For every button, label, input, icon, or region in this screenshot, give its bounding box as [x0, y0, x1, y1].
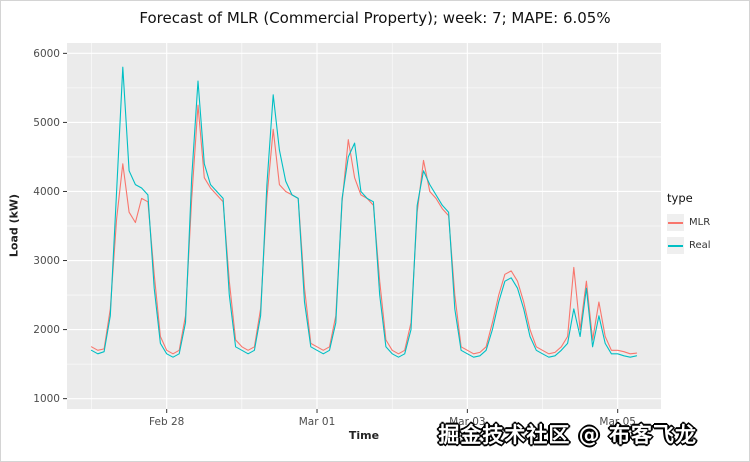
svg-text:Mar 01: Mar 01 — [299, 416, 336, 428]
legend: type MLR Real — [667, 191, 749, 260]
svg-text:Mar 05: Mar 05 — [599, 416, 636, 428]
svg-text:2000: 2000 — [33, 324, 60, 336]
svg-text:3000: 3000 — [33, 255, 60, 267]
svg-text:Mar 03: Mar 03 — [449, 416, 486, 428]
legend-entry-label: MLR — [689, 217, 711, 228]
chart-canvas: 1000 2000 3000 4000 5000 6000 Feb 28 Mar 01 Mar … — [33, 43, 661, 428]
legend-key-line — [668, 221, 683, 224]
watermark: 掘金技术社区 @ 布客飞龙 — [438, 423, 697, 447]
svg-text:6000: 6000 — [33, 48, 60, 60]
svg-text:5000: 5000 — [33, 117, 60, 129]
svg-text:1000: 1000 — [33, 393, 60, 405]
x-axis-label: Time — [348, 429, 380, 442]
chart-title: Forecast of MLR (Commercial Property); w… — [139, 9, 611, 27]
svg-text:Feb 28: Feb 28 — [149, 416, 184, 428]
legend-entry-real: Real — [667, 237, 749, 254]
legend-title: type — [667, 191, 693, 205]
legend-key — [667, 214, 684, 231]
legend-key-line — [668, 244, 683, 247]
legend-entry-mlr: MLR — [667, 214, 749, 231]
svg-text:4000: 4000 — [33, 186, 60, 198]
legend-entry-label: Real — [689, 240, 711, 251]
legend-key — [667, 237, 684, 254]
